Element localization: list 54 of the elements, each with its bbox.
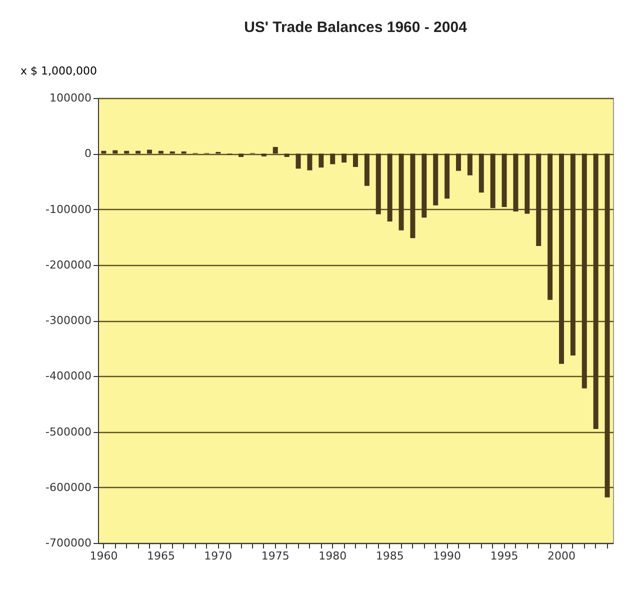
y-tick-label: -100000 [46,202,92,216]
x-tick-label: 1970 [204,550,232,562]
x-tick-label: 1975 [261,550,290,562]
bar [261,154,266,156]
bar [387,154,392,222]
chart-title: US' Trade Balances 1960 - 2004 [244,19,468,36]
x-tick-label: 1960 [90,550,118,562]
bar [147,150,152,154]
bar [456,154,461,171]
y-tick-label: 100000 [50,92,92,104]
y-tick-label: -500000 [46,425,92,438]
x-tick-label: 2000 [548,550,576,562]
bar [604,154,610,498]
bar [284,154,290,157]
bar [582,154,587,388]
y-tick-label: -200000 [46,258,92,272]
bar [364,154,370,186]
y-tick-label: 0 [84,147,92,160]
y-tick-label: -300000 [46,314,92,327]
bar [478,154,484,193]
bar [433,154,438,206]
bar [376,154,381,214]
bar [593,154,598,429]
bar [490,154,496,208]
bar [238,154,244,157]
bar [353,154,358,167]
bar [307,154,312,170]
bar [330,154,336,164]
x-tick-label: 1995 [490,550,518,562]
bar [524,154,530,214]
bar [398,154,404,230]
y-axis-title: x $ 1,000,000 [20,64,97,78]
bar [467,154,472,176]
bar [410,154,416,238]
x-tick-label: 1990 [433,550,462,562]
bar [296,154,301,169]
bar [502,154,507,208]
bar [570,154,576,356]
x-tick-label: 1980 [318,550,347,562]
bar [444,154,450,199]
bar [513,154,518,212]
y-tick-label: -400000 [46,370,92,383]
bar [112,150,118,154]
x-tick-label: 1985 [376,550,404,562]
bar [318,154,324,168]
bar [559,154,564,364]
bar [548,154,553,300]
x-tick-label: 1965 [146,550,175,562]
y-tick-label: -700000 [46,536,92,550]
bar [272,146,278,154]
bar [422,154,427,218]
bar [342,154,347,163]
y-tick-label: -600000 [46,480,92,494]
bar [536,154,542,246]
